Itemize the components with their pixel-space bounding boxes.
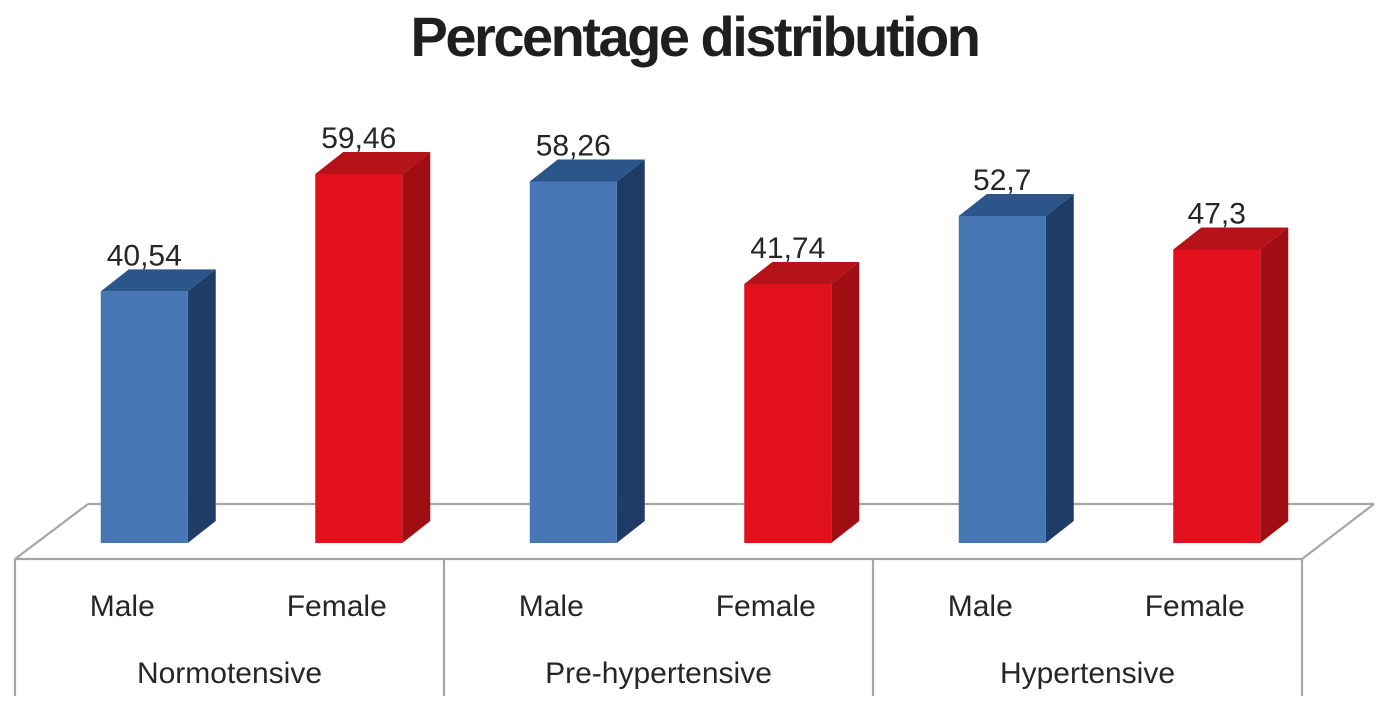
axis-frame-line — [1301, 503, 1375, 560]
bar-top-face — [100, 269, 216, 292]
bar-value-label: 59,46 — [321, 122, 396, 155]
bar-pre-hypertensive-male — [529, 159, 645, 543]
bar-top-face — [1173, 227, 1289, 250]
x-axis-group-label: Hypertensive — [1000, 657, 1175, 690]
bar-front-face — [529, 181, 617, 543]
x-axis-category-label: Female — [287, 590, 387, 623]
bar-normotensive-male — [100, 269, 216, 543]
bar-front-face — [744, 283, 832, 543]
bar-hypertensive-male — [958, 193, 1074, 544]
bar-pre-hypertensive-female — [744, 261, 860, 543]
x-axis-category-label: Male — [948, 590, 1013, 623]
bar-side-face — [1260, 227, 1289, 543]
bar-value-label: 58,26 — [536, 129, 611, 162]
bar-side-face — [402, 151, 431, 543]
bar-front-face — [958, 215, 1046, 544]
x-axis-category-label: Female — [1145, 590, 1245, 623]
axis-frame — [13, 502, 1375, 696]
bar-value-label: 41,74 — [750, 232, 825, 265]
bar-side-face — [616, 159, 645, 543]
bar-normotensive-female — [315, 151, 431, 543]
bar-front-face — [1173, 249, 1261, 543]
x-axis-category-label: Female — [716, 590, 816, 623]
chart-title: Percentage distribution — [410, 5, 981, 68]
axis-frame-line — [14, 503, 89, 560]
bar-value-label: 40,54 — [107, 239, 182, 272]
x-axis-category-label: Male — [90, 590, 155, 623]
bar-side-face — [1045, 193, 1074, 544]
bar-top-face — [958, 193, 1074, 216]
bar-value-label: 52,7 — [973, 164, 1031, 197]
bar-front-face — [315, 173, 403, 543]
bar-top-face — [744, 261, 860, 284]
bar-front-face — [100, 291, 188, 543]
x-axis-category-label: Male — [519, 590, 584, 623]
bar-top-face — [315, 151, 431, 174]
x-axis-group-label: Pre-hypertensive — [545, 657, 772, 690]
bar-side-face — [831, 261, 860, 543]
bar-value-label: 47,3 — [1188, 197, 1246, 230]
bar-side-face — [187, 269, 216, 543]
x-axis-group-label: Normotensive — [137, 657, 322, 690]
bar-top-face — [529, 159, 645, 182]
bar-hypertensive-female — [1173, 227, 1289, 543]
